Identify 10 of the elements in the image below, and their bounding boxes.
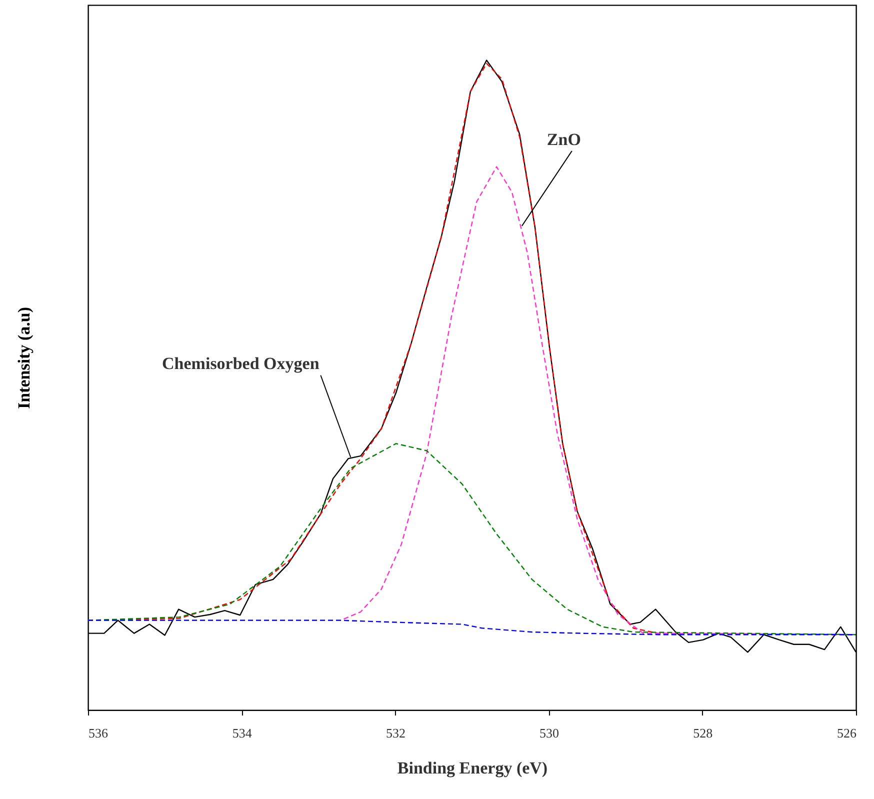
x-tick-label: 534 xyxy=(232,726,252,740)
x-tick-label: 530 xyxy=(540,726,560,740)
x-tick-label: 526 xyxy=(837,726,857,740)
annotation: Chemisorbed Oxygen xyxy=(162,354,320,374)
x-tick-label: 528 xyxy=(693,726,713,740)
annotation: ZnO xyxy=(546,130,581,149)
x-axis-title: Binding Energy (eV) xyxy=(397,758,548,778)
x-tick-label: 536 xyxy=(88,726,108,740)
x-tick-label: 532 xyxy=(386,726,406,740)
y-axis-title: Intensity (a.u) xyxy=(14,306,34,410)
